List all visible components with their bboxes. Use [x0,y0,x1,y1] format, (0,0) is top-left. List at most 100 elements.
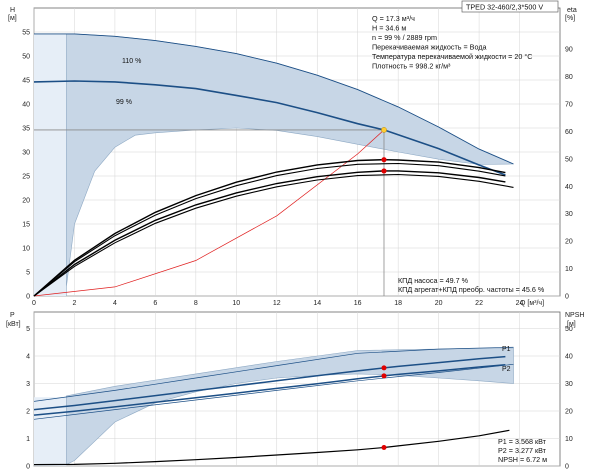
head-efficiency-chart: 0 2 4 6 8 10 12 14 16 18 20 22 24 051015202530354045… [8,0,577,307]
x-tick-label: 2 [73,300,77,307]
eta-axis-unit: [%] [565,15,575,22]
power-tick-label: 1 [26,436,30,443]
npsh-tick-label: 20 [565,409,573,416]
operating-point [381,445,387,451]
x-tick-label: 18 [394,300,402,307]
curve-head [33,80,506,176]
head-tick-label: 20 [22,198,30,205]
x-tick-label: 12 [273,300,281,307]
curve-p-max [33,346,514,402]
efficiency-info-block: КПД насоса = 49.7 % КПД агрегат+КПД прео… [398,276,545,294]
eta-tick-label: 80 [565,74,573,81]
curve-p1 [33,355,506,411]
model-label-box [461,0,559,13]
operating-point [381,373,387,379]
x-tick-label: 16 [354,300,362,307]
top-operating-range [34,33,514,297]
head-tick-label: 5 [26,270,30,277]
power-axis-unit: [кВт] [6,321,21,328]
head-tick-label: 10 [22,246,30,253]
eta-axis-label: eta [567,7,577,14]
duty-info-line: Q = 17.3 м³/ч [372,14,415,23]
operating-point [381,127,387,133]
speed-curve-label-110: 110 % [122,58,141,65]
bottom-curves [33,346,514,466]
x-tick-label: 10 [232,300,240,307]
head-tick-label: 40 [22,102,30,109]
bottom-y-axis-right: 0 10 20 30 40 50 [565,326,573,471]
eta-tick-label: 40 [565,184,573,191]
x-tick-label: 20 [435,300,443,307]
x-tick-label: 6 [153,300,157,307]
power-tick-label: 3 [26,381,30,388]
head-tick-label: 0 [26,294,30,301]
p2-curve-label: P2 [502,366,511,373]
duty-info-line: Температура перекачиваемой жидкости = 20… [372,52,532,61]
curve-head-max [34,33,514,165]
x-tick-label: 22 [475,300,483,307]
top-x-axis-unit: Q [м³/ч] [520,300,544,307]
head-tick-label: 25 [22,174,30,181]
power-values-block: P1 = 3.568 кВт P2 = 3.277 кВт NPSH = 6.7… [498,437,547,464]
top-x-axis: 0 2 4 6 8 10 12 14 16 18 20 22 24 [32,300,523,307]
operating-point [381,157,387,163]
bottom-operating-points [381,365,387,451]
eta-tick-label: 0 [565,294,569,301]
curve-p-min [33,363,514,420]
power-tick-label: 2 [26,409,30,416]
curve-eta-total-upper [33,170,506,297]
eta-tick-label: 20 [565,239,573,246]
duty-info-line: Плотность = 998.2 кг/м³ [372,62,451,71]
bottom-operating-range [34,347,514,466]
npsh-axis-unit: [м] [567,321,576,328]
x-tick-label: 24 [516,300,524,307]
power-axis-label: P [10,312,15,319]
head-axis-unit: [м] [8,15,17,22]
top-y-axis-left: 0 5 10 15 20 25 30 35 40 45 50 55 [22,30,30,301]
npsh-tick-label: 10 [565,436,573,443]
x-tick-label: 4 [113,300,117,307]
duty-info-line: H = 34.6 м [372,24,406,33]
curve-eta-total-lower [33,173,514,297]
operating-point [381,365,387,371]
curve-npsh [33,429,510,466]
x-tick-label: 14 [313,300,321,307]
head-tick-label: 35 [22,126,30,133]
duty-info-line: Перекачиваемая жидкость = Вода [372,43,487,52]
npsh-tick-label: 50 [565,326,573,333]
speed-curve-label-99: 99 % [116,99,132,106]
top-curves [33,33,514,297]
power-npsh-chart: 0 1 2 3 4 5 0 10 20 30 40 50 P [кВт] NPSH [м] P1 P… [6,311,584,471]
eta-tick-label: 60 [565,129,573,136]
curve-eta-pump-lower [33,162,506,297]
power-tick-label: 5 [26,326,30,333]
head-tick-label: 15 [22,222,30,229]
p1-curve-label: P1 [502,346,511,353]
npsh-tick-label: 0 [565,464,569,471]
npsh-tick-label: 40 [565,354,573,361]
power-tick-label: 4 [26,354,30,361]
top-y-axis-right: 0 10 20 30 40 50 60 70 80 90 [565,47,573,301]
operating-range-band [66,33,514,297]
efficiency-info-line: КПД агрегат+КПД преобр. частоты = 45.6 % [398,285,545,294]
eta-tick-label: 30 [565,211,573,218]
eta-tick-label: 90 [565,47,573,54]
npsh-axis-label: NPSH [565,312,584,319]
bottom-y-axis-left: 0 1 2 3 4 5 [26,326,30,471]
top-operating-points [381,127,387,174]
head-tick-label: 50 [22,54,30,61]
operating-point [381,168,387,174]
eta-tick-label: 50 [565,156,573,163]
bottom-operating-range-band [66,347,514,466]
head-tick-label: 30 [22,150,30,157]
power-value-line: P2 = 3.277 кВт [498,446,547,455]
curve-eta-pump-upper [33,158,506,297]
power-tick-label: 0 [26,464,30,471]
efficiency-info-line: КПД насоса = 49.7 % [398,276,469,285]
power-value-line: P1 = 3.568 кВт [498,437,547,446]
x-tick-label: 0 [32,300,36,307]
power-value-line: NPSH = 6.72 м [498,455,547,464]
head-tick-label: 55 [22,30,30,37]
head-tick-label: 45 [22,78,30,85]
